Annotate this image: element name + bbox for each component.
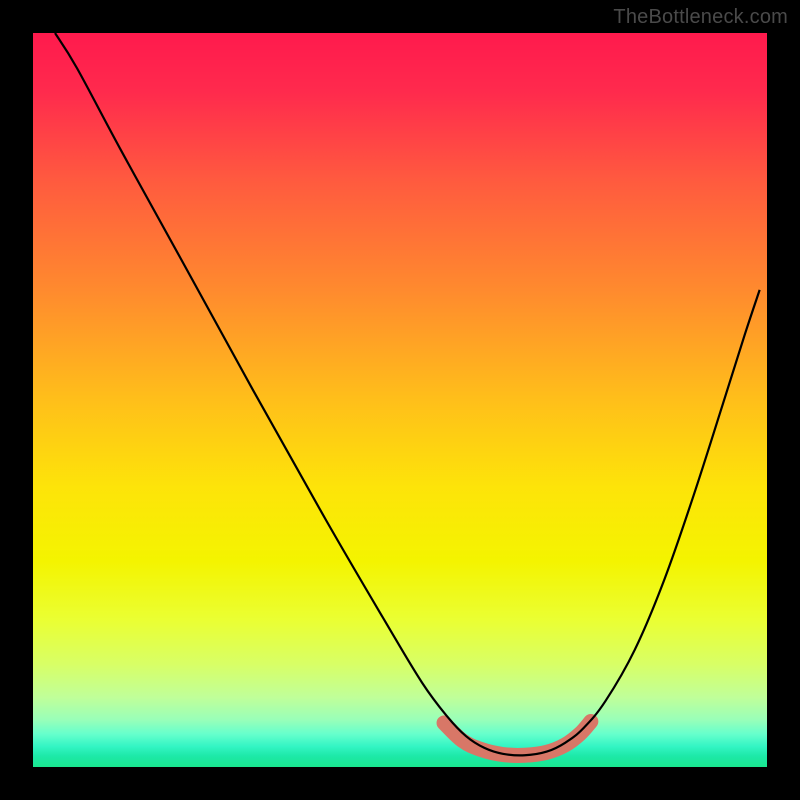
watermark-text: TheBottleneck.com (613, 6, 788, 29)
plot-background (33, 33, 767, 767)
chart-stage: TheBottleneck.com (0, 0, 800, 800)
bottleneck-chart (0, 0, 800, 800)
